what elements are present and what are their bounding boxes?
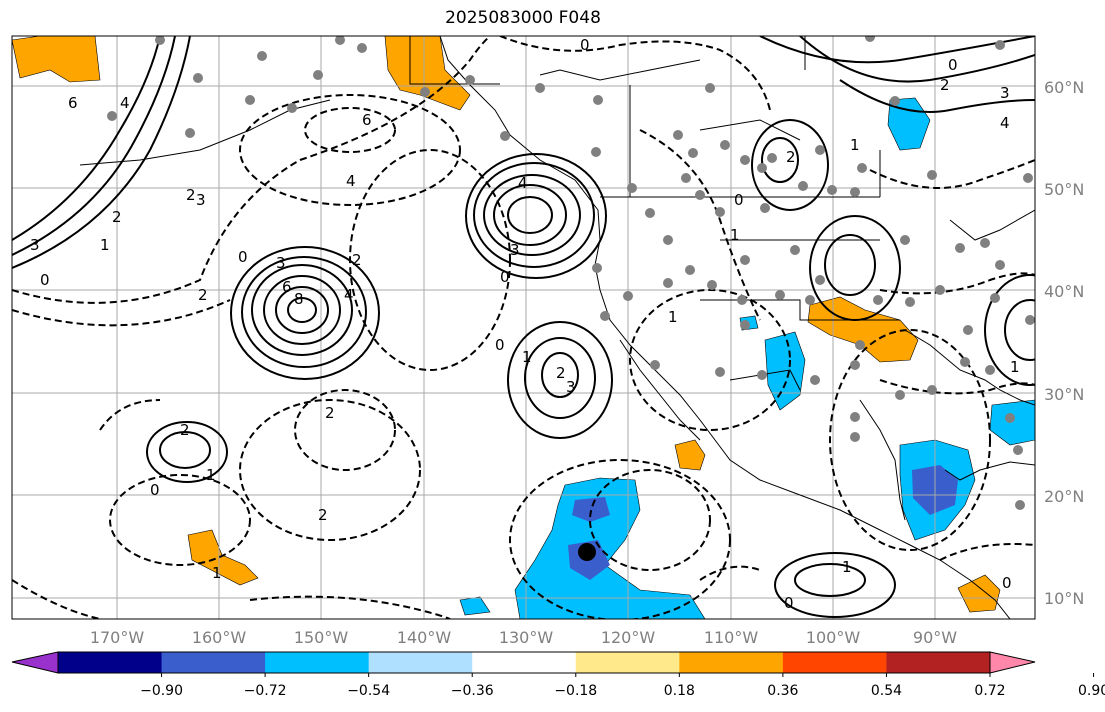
contour-label: 3	[566, 378, 576, 396]
contours-positive	[12, 36, 1035, 618]
contour-label: 1	[730, 226, 740, 244]
contour-label: 4	[344, 286, 354, 304]
lat-label: 60°N	[1044, 78, 1084, 97]
contour-label: 0	[40, 271, 50, 289]
lon-label: 120°W	[601, 628, 656, 647]
contour-label: 1	[850, 136, 860, 154]
contour-label: 1	[668, 308, 678, 326]
lon-label: 130°W	[499, 628, 554, 647]
contour-label: 1	[212, 564, 222, 582]
colorbar-segment	[679, 652, 784, 673]
station-dots	[107, 36, 1035, 510]
colorbar-tick-label: 0.90	[1078, 683, 1105, 699]
contour-label: 1	[1010, 358, 1020, 376]
contour-label: 3	[1000, 84, 1010, 102]
lon-label: 100°W	[806, 628, 861, 647]
colorbar-segment	[368, 652, 473, 673]
contour-label: 0	[784, 594, 794, 612]
contour-label: 2	[180, 421, 190, 439]
colorbar-segment	[161, 652, 266, 673]
contour-label: 6	[362, 111, 372, 129]
colorbar-tick-label: −0.72	[244, 683, 287, 699]
contour-label: 8	[294, 290, 304, 308]
contour-label: 0	[948, 56, 958, 74]
lat-label: 10°N	[1044, 589, 1084, 608]
contour-label: 2	[352, 251, 362, 269]
colorbar-low-extension	[11, 651, 59, 674]
lon-label: 90°W	[913, 628, 957, 647]
colorbar: −0.90 −0.72 −0.54 −0.36 −0.18 0.18 0.36 0.54 0.7…	[11, 651, 1105, 699]
lat-label: 30°N	[1044, 385, 1084, 404]
contour-label: 4	[1000, 114, 1010, 132]
contour-label: 1	[522, 348, 532, 366]
contour-label: 1	[100, 236, 110, 254]
lon-label: 160°W	[192, 628, 247, 647]
contour-label: 3	[510, 241, 520, 259]
colorbar-tick-label: 0.54	[871, 683, 902, 699]
colorbar-segment	[58, 652, 163, 673]
contour-label: 2	[318, 506, 328, 524]
lat-label: 50°N	[1044, 180, 1084, 199]
contour-label: 4	[120, 94, 130, 112]
contour-label: 0	[500, 268, 510, 286]
contour-label: 3	[30, 236, 40, 254]
contour-label: 6	[68, 94, 78, 112]
longitude-labels: 170°W 160°W 150°W 140°W 130°W 120°W 110°…	[90, 628, 957, 647]
contour-label: 2	[112, 208, 122, 226]
contour-label: 0	[238, 248, 248, 266]
contour-label: 0	[150, 481, 160, 499]
contour-label: 1	[842, 558, 852, 576]
contour-label: 2	[325, 404, 335, 422]
contour-label: 2	[940, 76, 950, 94]
colorbar-tick-label: 0.18	[664, 683, 695, 699]
contour-label: 0	[734, 191, 744, 209]
lon-label: 170°W	[90, 628, 145, 647]
contour-label: 1	[206, 466, 216, 484]
map-frame	[11, 35, 1036, 620]
lon-label: 110°W	[704, 628, 759, 647]
colorbar-tick-label: 0.72	[974, 683, 1005, 699]
lon-label: 150°W	[294, 628, 349, 647]
contour-label: 3	[276, 254, 286, 272]
contour-label: 2	[556, 364, 566, 382]
contour-label: 4	[518, 174, 528, 192]
colorbar-segment	[472, 652, 577, 673]
contour-label: 6	[282, 278, 292, 296]
contours-negative	[12, 36, 1035, 619]
colorbar-segment	[265, 652, 370, 673]
contour-label: 0	[1002, 574, 1012, 592]
storm-center-marker	[578, 543, 596, 561]
lon-label: 140°W	[397, 628, 452, 647]
contour-labels: 6 4 3 2 1 0 6 4 2 0 3 6 8 4 2 2 1 0 2 2 …	[30, 36, 1020, 612]
contour-label: 0	[580, 36, 590, 54]
contour-label: 2	[786, 148, 796, 166]
contour-label: 2	[186, 186, 196, 204]
colorbar-tick-label: −0.18	[554, 683, 597, 699]
contour-label: 2	[198, 286, 208, 304]
colorbar-tick-label: −0.54	[347, 683, 390, 699]
contour-label: 4	[346, 172, 356, 190]
lat-label: 40°N	[1044, 282, 1084, 301]
colorbar-tick-label: −0.90	[140, 683, 183, 699]
colorbar-segment	[886, 652, 991, 673]
colorbar-segment	[575, 652, 680, 673]
contour-label: 3	[196, 191, 206, 209]
latitude-labels: 60°N 50°N 40°N 30°N 20°N 10°N	[1044, 78, 1084, 608]
colorbar-high-extension	[989, 651, 1036, 674]
contour-label: 0	[495, 336, 505, 354]
colorbar-tick-label: −0.36	[451, 683, 494, 699]
colorbar-segment	[782, 652, 887, 673]
lat-label: 20°N	[1044, 487, 1084, 506]
map-title: 2025083000 F048	[445, 8, 601, 28]
colorbar-tick-label: 0.36	[767, 683, 798, 699]
